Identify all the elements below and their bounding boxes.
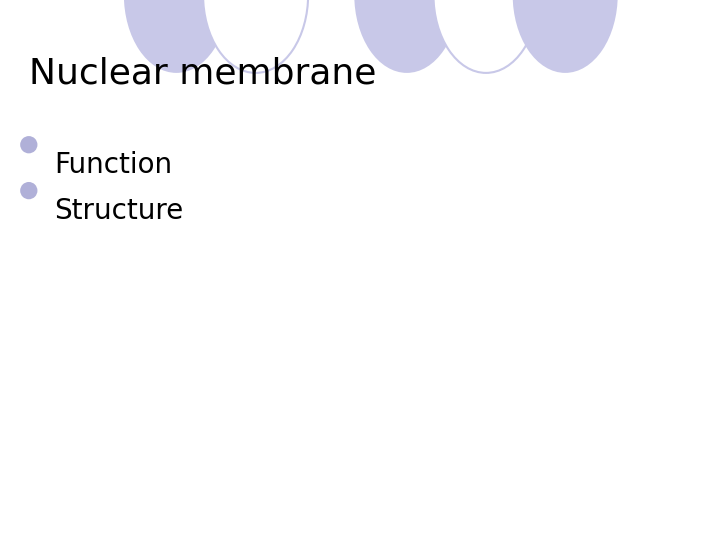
Ellipse shape — [20, 182, 37, 199]
Text: Nuclear membrane: Nuclear membrane — [29, 57, 376, 91]
Ellipse shape — [433, 0, 539, 73]
Ellipse shape — [513, 0, 618, 73]
Ellipse shape — [20, 136, 37, 153]
Ellipse shape — [124, 0, 229, 73]
Text: Function: Function — [54, 151, 172, 179]
Ellipse shape — [203, 0, 308, 73]
Ellipse shape — [354, 0, 459, 73]
Text: Structure: Structure — [54, 197, 184, 225]
